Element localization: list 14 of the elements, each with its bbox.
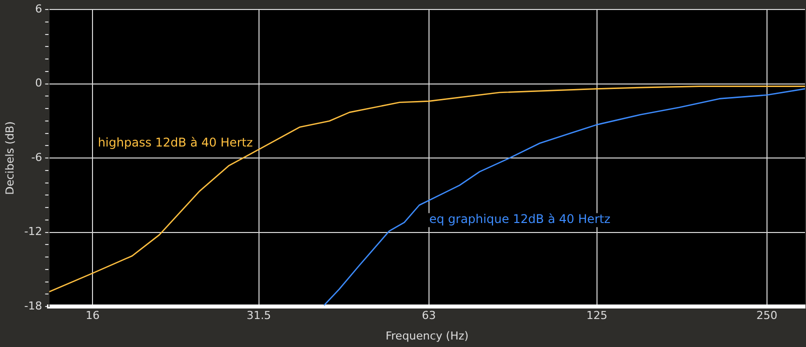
y-tick-label: -6	[31, 150, 42, 164]
x-tick-label: 16	[86, 309, 100, 322]
y-tick-label: -18	[24, 299, 42, 312]
y-axis-title: Decibels (dB)	[3, 121, 16, 195]
x-axis-title: Frequency (Hz)	[386, 329, 469, 342]
x-tick-label: 125	[586, 309, 608, 322]
x-tick-label: 250	[756, 309, 778, 322]
y-tick-label: 6	[35, 2, 42, 16]
series-label: highpass 12dB à 40 Hertz	[98, 136, 253, 150]
y-tick-label: 0	[35, 76, 42, 90]
series-label: eq graphique 12dB à 40 Hertz	[429, 212, 610, 226]
x-tick-label: 63	[422, 309, 436, 322]
y-tick-label: -12	[24, 225, 42, 238]
x-tick-label: 31.5	[246, 309, 272, 322]
